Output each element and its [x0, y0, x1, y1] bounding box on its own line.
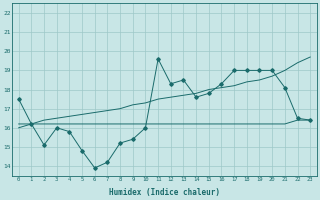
X-axis label: Humidex (Indice chaleur): Humidex (Indice chaleur) [109, 188, 220, 197]
